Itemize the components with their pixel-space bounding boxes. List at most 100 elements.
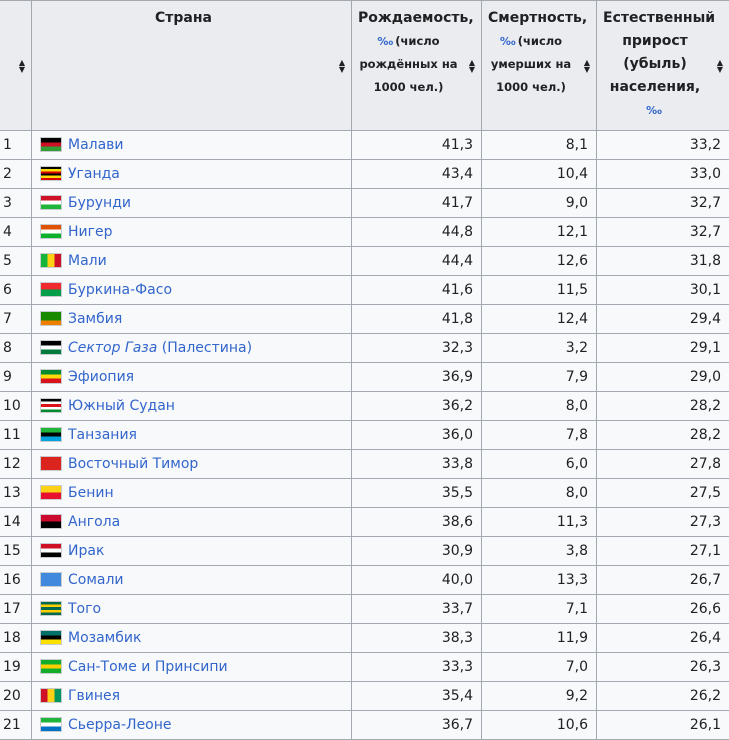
flag-icon[interactable]	[40, 369, 62, 384]
growth-value-cell: 29,4	[597, 305, 729, 334]
country-link[interactable]: Восточный Тимор	[68, 456, 198, 472]
country-header-label: Страна	[155, 10, 212, 26]
flag-icon[interactable]	[40, 224, 62, 239]
death-value-cell: 7,1	[482, 595, 597, 624]
sort-icon[interactable]: ▲▼	[469, 59, 475, 73]
country-link[interactable]: Того	[68, 601, 101, 617]
flag-icon[interactable]	[40, 398, 62, 413]
flag-icon[interactable]	[40, 543, 62, 558]
country-cell: Бурунди	[32, 189, 352, 218]
rank-cell: 13	[0, 479, 32, 508]
rank-column-header[interactable]: ▲▼	[0, 1, 32, 131]
flag-icon[interactable]	[40, 282, 62, 297]
growth-column-header[interactable]: Естественный прирост (убыль) населения, …	[597, 1, 729, 131]
growth-value-cell: 28,2	[597, 392, 729, 421]
birth-value-cell: 36,7	[352, 711, 482, 740]
rank-cell: 3	[0, 189, 32, 218]
country-column-header[interactable]: Страна ▲▼	[32, 1, 352, 131]
rank-cell: 9	[0, 363, 32, 392]
flag-icon[interactable]	[40, 485, 62, 500]
rank-cell: 12	[0, 450, 32, 479]
rank-cell: 14	[0, 508, 32, 537]
country-cell: Ангола	[32, 508, 352, 537]
country-cell: Сомали	[32, 566, 352, 595]
death-value-cell: 7,8	[482, 421, 597, 450]
flag-icon[interactable]	[40, 427, 62, 442]
birth-header-sub: (число рождённых на 1000 чел.)	[359, 34, 457, 94]
growth-value-cell: 26,2	[597, 682, 729, 711]
sort-icon[interactable]: ▲▼	[584, 59, 590, 73]
birth-value-cell: 38,6	[352, 508, 482, 537]
death-rate-column-header[interactable]: Смертность, ‰(число умерших на 1000 чел.…	[482, 1, 597, 131]
rank-cell: 16	[0, 566, 32, 595]
rank-cell: 18	[0, 624, 32, 653]
flag-icon[interactable]	[40, 572, 62, 587]
country-link[interactable]: Ирак	[68, 543, 104, 559]
flag-icon[interactable]	[40, 601, 62, 616]
birth-value-cell: 44,4	[352, 247, 482, 276]
rank-cell: 17	[0, 595, 32, 624]
growth-value-cell: 32,7	[597, 218, 729, 247]
country-link[interactable]: Малави	[68, 137, 124, 153]
flag-icon[interactable]	[40, 514, 62, 529]
country-cell: Эфиопия	[32, 363, 352, 392]
country-link[interactable]: Бенин	[68, 485, 114, 501]
flag-icon[interactable]	[40, 340, 62, 355]
country-link[interactable]: Южный Судан	[68, 398, 175, 414]
birth-rate-column-header[interactable]: Рождаемость, ‰(число рождённых на 1000 ч…	[352, 1, 482, 131]
birth-value-cell: 43,4	[352, 160, 482, 189]
country-link[interactable]: Бурунди	[68, 195, 131, 211]
country-link[interactable]: Замбия	[68, 311, 122, 327]
sort-icon[interactable]: ▲▼	[339, 59, 345, 73]
death-value-cell: 13,3	[482, 566, 597, 595]
country-link[interactable]: Эфиопия	[68, 369, 134, 385]
rank-cell: 20	[0, 682, 32, 711]
country-link[interactable]: Сан-Томе и Принсипи	[68, 659, 228, 675]
death-value-cell: 7,9	[482, 363, 597, 392]
flag-icon[interactable]	[40, 195, 62, 210]
flag-icon[interactable]	[40, 253, 62, 268]
country-suffix-link[interactable]: (Палестина)	[157, 340, 252, 356]
flag-icon[interactable]	[40, 659, 62, 674]
birth-header-unit[interactable]: ‰	[377, 30, 393, 53]
flag-icon[interactable]	[40, 630, 62, 645]
growth-value-cell: 33,2	[597, 131, 729, 160]
country-link[interactable]: Сомали	[68, 572, 124, 588]
country-link[interactable]: Нигер	[68, 224, 112, 240]
country-link[interactable]: Ангола	[68, 514, 120, 530]
death-value-cell: 3,8	[482, 537, 597, 566]
sort-icon[interactable]: ▲▼	[19, 59, 25, 73]
rank-cell: 10	[0, 392, 32, 421]
rank-cell: 1	[0, 131, 32, 160]
death-value-cell: 10,4	[482, 160, 597, 189]
growth-value-cell: 27,1	[597, 537, 729, 566]
flag-icon[interactable]	[40, 166, 62, 181]
death-value-cell: 12,6	[482, 247, 597, 276]
country-link[interactable]: Уганда	[68, 166, 120, 182]
country-link[interactable]: Буркина-Фасо	[68, 282, 172, 298]
death-header-unit[interactable]: ‰	[500, 30, 516, 53]
country-link[interactable]: Танзания	[68, 427, 137, 443]
rank-cell: 15	[0, 537, 32, 566]
country-link[interactable]: Сектор Газа	[68, 340, 157, 356]
sort-icon[interactable]: ▲▼	[717, 59, 723, 73]
growth-value-cell: 26,1	[597, 711, 729, 740]
growth-header-unit[interactable]: ‰	[646, 99, 662, 122]
flag-icon[interactable]	[40, 456, 62, 471]
country-cell: Нигер	[32, 218, 352, 247]
growth-value-cell: 30,1	[597, 276, 729, 305]
country-link[interactable]: Гвинея	[68, 688, 120, 704]
flag-icon[interactable]	[40, 717, 62, 732]
flag-icon[interactable]	[40, 311, 62, 326]
country-link[interactable]: Мозамбик	[68, 630, 141, 646]
flag-icon[interactable]	[40, 137, 62, 152]
flag-icon[interactable]	[40, 688, 62, 703]
country-link[interactable]: Мали	[68, 253, 107, 269]
growth-value-cell: 29,0	[597, 363, 729, 392]
